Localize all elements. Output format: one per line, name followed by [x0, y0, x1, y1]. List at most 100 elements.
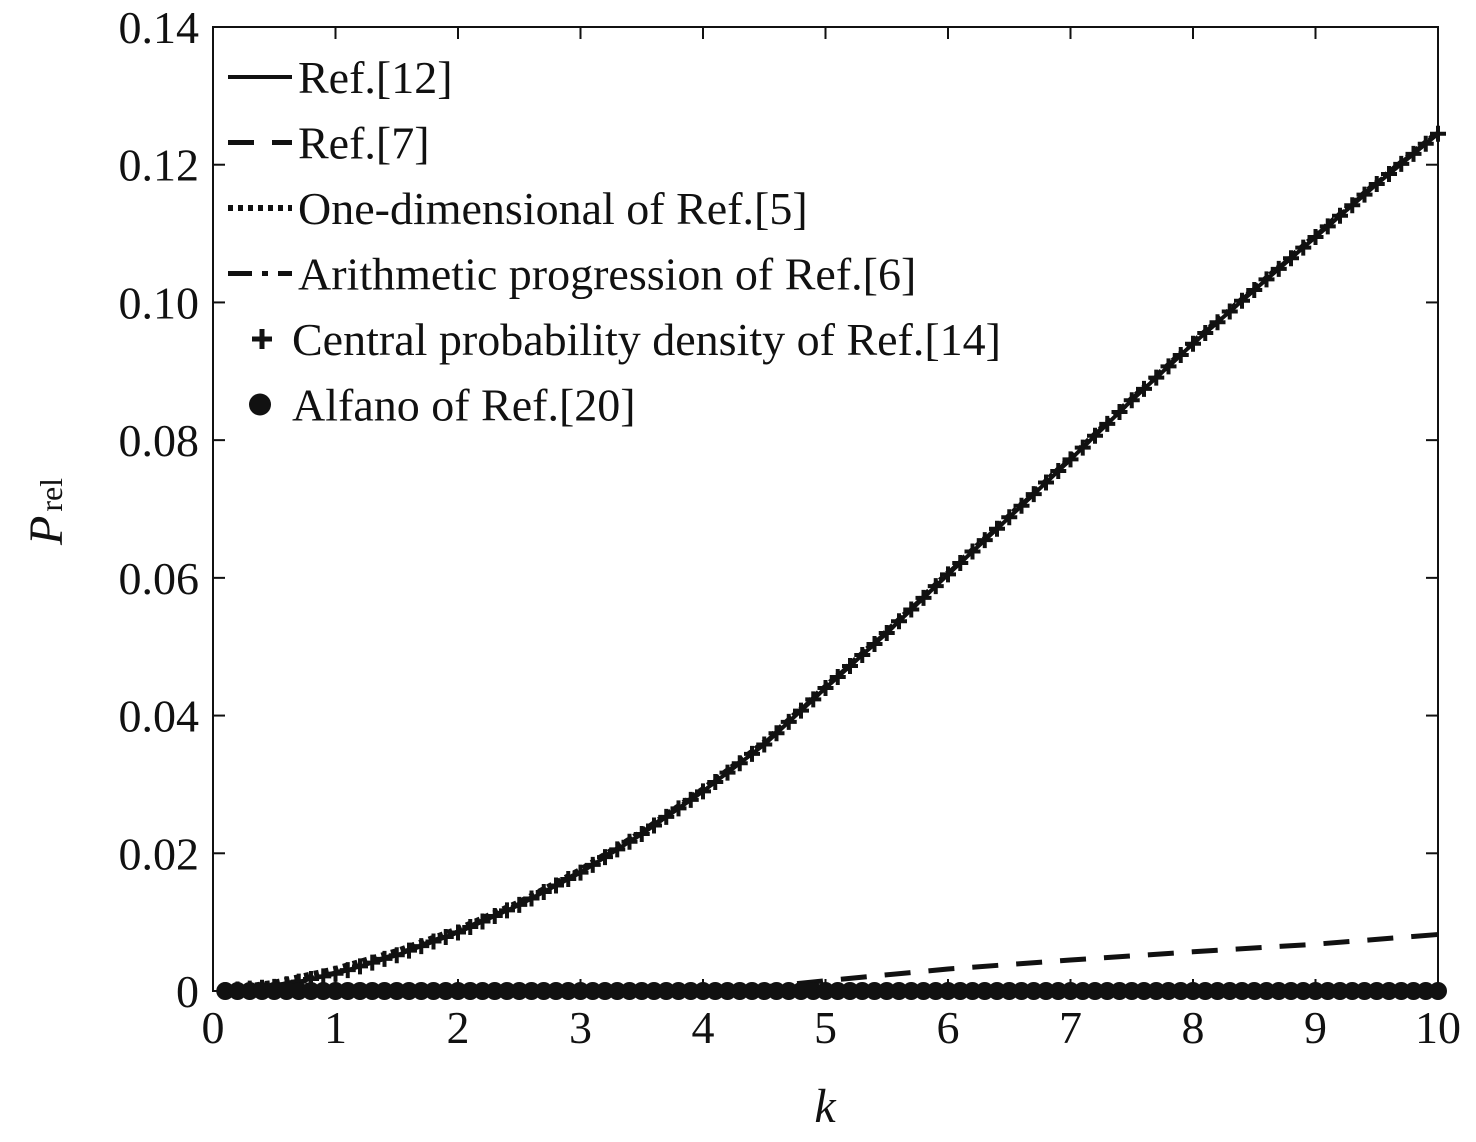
- plus-marker: [1417, 135, 1434, 152]
- plus-marker: [952, 554, 969, 571]
- plus-marker: [842, 657, 858, 674]
- plus-marker: [1185, 335, 1201, 352]
- plus-marker: [964, 543, 981, 560]
- plus-marker: [1368, 175, 1385, 192]
- plus-marker: [1283, 250, 1299, 267]
- legend-marker-plus: [252, 329, 272, 349]
- plus-marker: [364, 954, 381, 971]
- plus-marker: [976, 532, 993, 549]
- plus-marker: [1038, 474, 1054, 491]
- plus-marker: [1025, 486, 1042, 503]
- legend-item: Ref.[7]: [228, 118, 430, 169]
- plus-marker: [1381, 165, 1397, 182]
- plus-marker: [780, 713, 797, 730]
- plus-marker: [768, 725, 785, 742]
- plus-marker: [744, 745, 760, 762]
- plus-marker: [437, 929, 454, 946]
- y-tick-label: 0: [176, 966, 199, 1017]
- plus-marker: [352, 958, 368, 975]
- plus-marker: [903, 601, 920, 618]
- plus-marker: [891, 613, 907, 630]
- y-tick-label: 0.12: [119, 140, 200, 191]
- y-axis-label: Prel: [20, 478, 73, 546]
- plus-marker: [1099, 415, 1116, 432]
- x-tick-label: 2: [447, 1002, 470, 1053]
- legend-item: One-dimensional of Ref.[5]: [228, 183, 808, 234]
- plus-marker: [1295, 239, 1312, 256]
- x-tick-label: 0: [202, 1002, 225, 1053]
- plus-marker: [450, 924, 466, 941]
- plus-marker: [793, 702, 809, 719]
- plus-marker: [376, 950, 393, 967]
- legend-item: Ref.[12]: [228, 52, 453, 103]
- plus-marker: [1197, 325, 1214, 342]
- plus-marker: [1087, 427, 1103, 444]
- x-tick-label: 9: [1304, 1002, 1327, 1053]
- plus-marker: [707, 773, 724, 790]
- plus-marker: [989, 520, 1005, 537]
- plus-marker: [1209, 314, 1226, 331]
- plus-marker: [1050, 462, 1067, 479]
- plus-marker: [731, 755, 748, 772]
- plus-marker: [1319, 218, 1336, 235]
- plus-marker: [621, 833, 638, 850]
- plus-marker: [1160, 358, 1177, 375]
- plus-marker: [854, 646, 871, 663]
- plus-marker: [388, 947, 405, 964]
- plus-marker: [646, 817, 662, 834]
- plus-marker: [633, 826, 650, 843]
- plus-marker: [401, 942, 417, 959]
- plus-marker: [1270, 260, 1287, 277]
- plus-marker: [499, 902, 515, 919]
- x-tick-label: 7: [1059, 1002, 1082, 1053]
- y-tick-label: 0.10: [119, 277, 200, 328]
- plus-marker: [1234, 292, 1250, 309]
- x-tick-label: 3: [569, 1002, 592, 1053]
- plus-marker: [474, 913, 491, 930]
- x-axis-label: k: [814, 1080, 837, 1133]
- x-tick-label: 8: [1182, 1002, 1205, 1053]
- plus-marker: [1221, 303, 1238, 320]
- legend-label: Alfano of Ref.[20]: [292, 380, 636, 431]
- y-tick-label: 0.08: [119, 415, 200, 466]
- y-axis-label-main: P: [20, 516, 73, 546]
- x-tick-label: 5: [814, 1002, 837, 1053]
- plus-marker: [682, 791, 699, 808]
- legend-label: One-dimensional of Ref.[5]: [298, 183, 808, 234]
- plus-marker: [560, 871, 577, 888]
- y-tick-label: 0.14: [119, 2, 200, 53]
- y-tick-label: 0.04: [119, 691, 200, 742]
- plus-marker: [1062, 451, 1079, 468]
- plus-marker: [1001, 509, 1018, 526]
- plus-marker: [1136, 380, 1152, 397]
- plus-marker: [1356, 186, 1373, 203]
- plus-marker: [940, 566, 956, 583]
- y-tick-label: 0.02: [119, 828, 200, 879]
- plus-marker: [1172, 347, 1189, 364]
- plus-marker: [584, 856, 601, 873]
- plus-marker: [1111, 404, 1128, 421]
- y-tick-label: 0.06: [119, 553, 200, 604]
- x-tick-label: 6: [937, 1002, 960, 1053]
- plus-marker: [315, 968, 332, 985]
- plus-marker: [915, 589, 932, 606]
- plus-marker: [1123, 392, 1140, 409]
- legend-label: Ref.[12]: [298, 52, 453, 103]
- plus-marker: [1148, 369, 1165, 386]
- plus-marker: [597, 849, 613, 866]
- plus-marker: [1307, 229, 1324, 246]
- plus-marker: [1405, 145, 1422, 162]
- plus-marker: [1246, 282, 1263, 299]
- legend: Ref.[12] Ref.[7] One-dimensional of Ref.[5…: [228, 52, 1001, 431]
- axes-frame: [212, 26, 1439, 992]
- legend-item: Central probability density of Ref.[14]: [252, 314, 1001, 365]
- plus-marker: [878, 624, 895, 641]
- legend-label: Central probability density of Ref.[14]: [292, 314, 1001, 365]
- plus-marker: [1332, 207, 1348, 224]
- x-tick-label: 4: [692, 1002, 715, 1053]
- legend-label: Arithmetic progression of Ref.[6]: [298, 249, 916, 300]
- legend-label: Ref.[7]: [298, 118, 430, 169]
- plus-marker: [829, 669, 846, 686]
- plus-marker: [486, 907, 503, 924]
